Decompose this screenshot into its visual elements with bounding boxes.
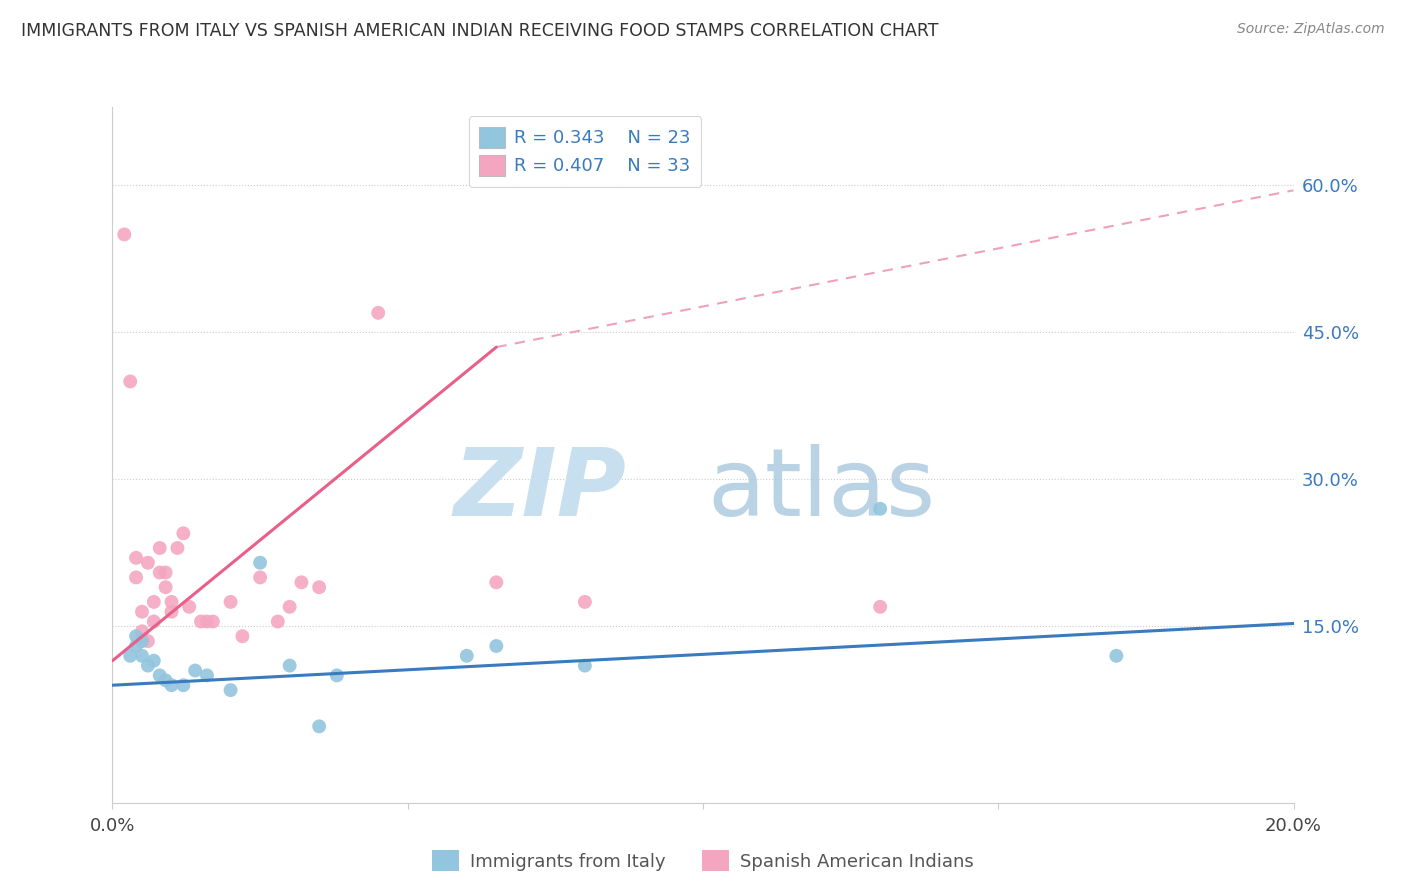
Point [574,595,596,609]
Point [120,375,142,389]
Point [149,541,172,555]
Legend: Immigrants from Italy, Spanish American Indians: Immigrants from Italy, Spanish American … [425,843,981,879]
Point [195,668,218,682]
Point [195,615,218,629]
Point [136,634,159,648]
Point [160,678,183,692]
Point [278,599,301,614]
Point [131,605,153,619]
Point [125,570,148,584]
Point [201,615,224,629]
Point [166,541,188,555]
Point [231,629,253,643]
Point [574,658,596,673]
Point [278,658,301,673]
Point [308,719,330,733]
Point [485,575,508,590]
Point [1105,648,1128,663]
Point [160,605,183,619]
Point [326,668,349,682]
Point [131,624,153,639]
Point [131,648,153,663]
Point [155,580,177,594]
Point [267,615,290,629]
Point [149,668,172,682]
Text: IMMIGRANTS FROM ITALY VS SPANISH AMERICAN INDIAN RECEIVING FOOD STAMPS CORRELATI: IMMIGRANTS FROM ITALY VS SPANISH AMERICA… [21,22,939,40]
Point [249,556,271,570]
Point [149,566,172,580]
Point [308,580,330,594]
Point [184,664,207,678]
Point [456,648,478,663]
Point [172,526,194,541]
Point [219,595,242,609]
Point [155,566,177,580]
Point [136,658,159,673]
Legend: R = 0.343    N = 23, R = 0.407    N = 33: R = 0.343 N = 23, R = 0.407 N = 33 [468,116,702,186]
Point [120,648,142,663]
Point [125,639,148,653]
Point [485,639,508,653]
Point [142,595,165,609]
Text: atlas: atlas [707,443,935,536]
Point [125,629,148,643]
Point [160,595,183,609]
Point [290,575,312,590]
Point [112,227,135,242]
Text: ZIP: ZIP [453,443,626,536]
Point [125,550,148,565]
Point [249,570,271,584]
Point [131,634,153,648]
Point [869,501,891,516]
Point [190,615,212,629]
Point [869,599,891,614]
Point [142,654,165,668]
Point [367,306,389,320]
Point [172,678,194,692]
Point [155,673,177,688]
Point [142,615,165,629]
Point [136,556,159,570]
Point [219,683,242,698]
Text: Source: ZipAtlas.com: Source: ZipAtlas.com [1237,22,1385,37]
Point [179,599,201,614]
